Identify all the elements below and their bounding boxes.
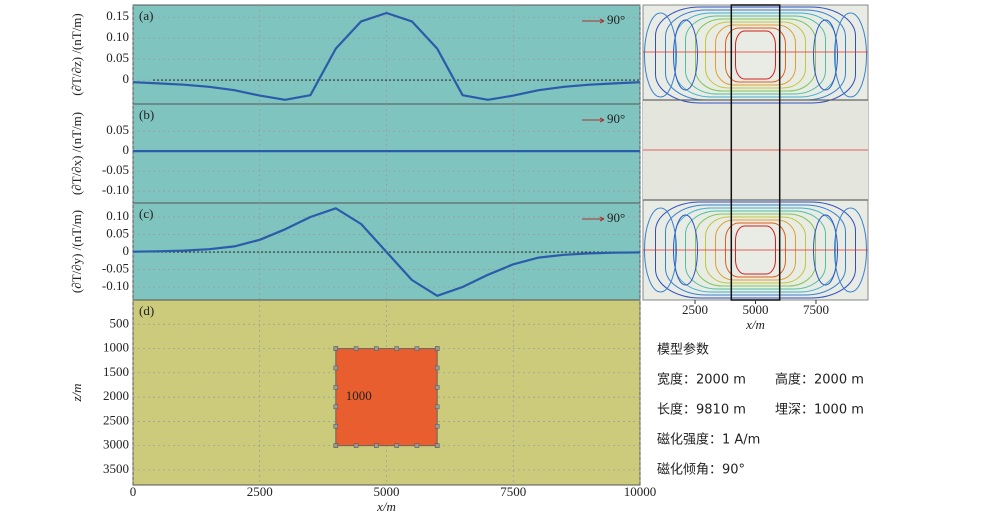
vertex-handle bbox=[434, 443, 440, 448]
param-title: 模型参数 bbox=[657, 342, 709, 358]
vertex-handle bbox=[374, 443, 379, 448]
x-tick-label: 2500 bbox=[247, 484, 273, 499]
x-tick-label: 10000 bbox=[624, 484, 657, 499]
param-item: 磁化倾角：90° bbox=[657, 463, 745, 478]
contour-line bbox=[834, 12, 867, 98]
contour-line bbox=[685, 15, 826, 95]
vertex-handle bbox=[434, 365, 440, 371]
contour-line bbox=[695, 18, 816, 92]
param-item: 高度：2000 m bbox=[775, 372, 864, 388]
panel-label: (a) bbox=[139, 8, 153, 23]
y-tick-label: -0.05 bbox=[102, 261, 129, 276]
contour-line bbox=[813, 19, 838, 91]
contour-line bbox=[735, 30, 776, 80]
panel-label: (d) bbox=[139, 303, 154, 318]
vertex-handle bbox=[414, 443, 420, 448]
y-axis-label: z/m bbox=[69, 383, 84, 402]
vertex-handle bbox=[434, 423, 440, 429]
y-tick-label: 1500 bbox=[103, 364, 129, 379]
panel-label: (c) bbox=[139, 206, 153, 221]
body-label: 1000 bbox=[346, 388, 372, 403]
vertex-handle bbox=[414, 346, 420, 351]
y-tick-label: 0.05 bbox=[106, 122, 129, 137]
plot-background bbox=[132, 103, 641, 204]
param-item: 宽度：2000 m bbox=[657, 372, 746, 388]
annotation-arrow bbox=[582, 216, 605, 222]
y-tick-label: 0.10 bbox=[106, 29, 129, 44]
annotation: 90° bbox=[607, 210, 625, 225]
x-tick-label: 5000 bbox=[743, 302, 769, 317]
vertex-handle bbox=[394, 443, 399, 448]
contour-line bbox=[705, 21, 806, 89]
vertex-handle bbox=[434, 346, 440, 351]
y-axis-label: (∂T/∂z) /(nT/m) bbox=[69, 13, 84, 96]
x-tick-label: 7500 bbox=[803, 302, 829, 317]
panel-label: (b) bbox=[139, 107, 154, 122]
model-body bbox=[335, 348, 438, 447]
y-tick-label: 1000 bbox=[103, 340, 129, 355]
vertex-handle bbox=[374, 346, 379, 351]
data-line bbox=[132, 11, 641, 101]
vertex-handle bbox=[353, 346, 359, 351]
vertex-handle bbox=[333, 443, 339, 448]
y-axis-label: (∂T/∂y) /(nT/m) bbox=[69, 210, 84, 293]
vertex-handle bbox=[333, 346, 339, 351]
plot-background bbox=[132, 4, 641, 105]
contour-line bbox=[715, 24, 796, 86]
y-tick-label: 0.05 bbox=[106, 226, 129, 241]
y-tick-label: 0.10 bbox=[106, 208, 129, 223]
y-tick-label: -0.10 bbox=[102, 182, 129, 197]
y-tick-label: 0 bbox=[123, 71, 130, 86]
param-item: 埋深：1000 m bbox=[775, 403, 864, 418]
annotation-arrow bbox=[582, 18, 605, 24]
contour-line bbox=[673, 19, 698, 91]
x-axis-label: x/m bbox=[745, 317, 765, 332]
vertex-handle bbox=[353, 443, 359, 448]
x-axis-label: x/m bbox=[376, 499, 396, 514]
y-tick-label: 500 bbox=[110, 315, 130, 330]
x-tick-label: 7500 bbox=[500, 484, 526, 499]
contour-line bbox=[675, 12, 836, 98]
vertex-handle bbox=[333, 423, 339, 429]
y-tick-label: 3500 bbox=[103, 461, 129, 476]
y-tick-label: -0.10 bbox=[102, 278, 129, 293]
y-tick-label: 0 bbox=[123, 142, 130, 157]
contour-line bbox=[655, 6, 856, 104]
annotation: 90° bbox=[607, 12, 625, 27]
x-tick-label: 2500 bbox=[682, 302, 708, 317]
y-tick-label: 2000 bbox=[103, 388, 129, 403]
annotation-arrow bbox=[582, 117, 605, 123]
contour-line bbox=[644, 12, 677, 98]
vertex-handle bbox=[333, 404, 339, 410]
data-line bbox=[132, 207, 641, 297]
vertex-handle bbox=[333, 365, 339, 371]
x-tick-label: 0 bbox=[130, 484, 137, 499]
x-tick-label: 5000 bbox=[374, 484, 400, 499]
vertex-handle bbox=[434, 404, 440, 410]
param-item: 长度：9810 m bbox=[657, 402, 746, 418]
annotation: 90° bbox=[607, 111, 625, 126]
vertex-handle bbox=[394, 346, 399, 351]
y-tick-label: 0 bbox=[123, 243, 130, 258]
vertex-handle bbox=[333, 385, 339, 390]
y-tick-label: 0.15 bbox=[106, 8, 129, 23]
y-tick-label: 0.05 bbox=[106, 50, 129, 65]
y-tick-label: -0.05 bbox=[102, 162, 129, 177]
y-tick-label: 3000 bbox=[103, 437, 129, 452]
vertex-handle bbox=[434, 385, 440, 390]
y-tick-label: 2500 bbox=[103, 412, 129, 427]
param-item: 磁化强度：1 A/m bbox=[657, 432, 760, 448]
y-axis-label: (∂T/∂x) /(nT/m) bbox=[69, 112, 84, 195]
contour-line bbox=[725, 27, 786, 83]
